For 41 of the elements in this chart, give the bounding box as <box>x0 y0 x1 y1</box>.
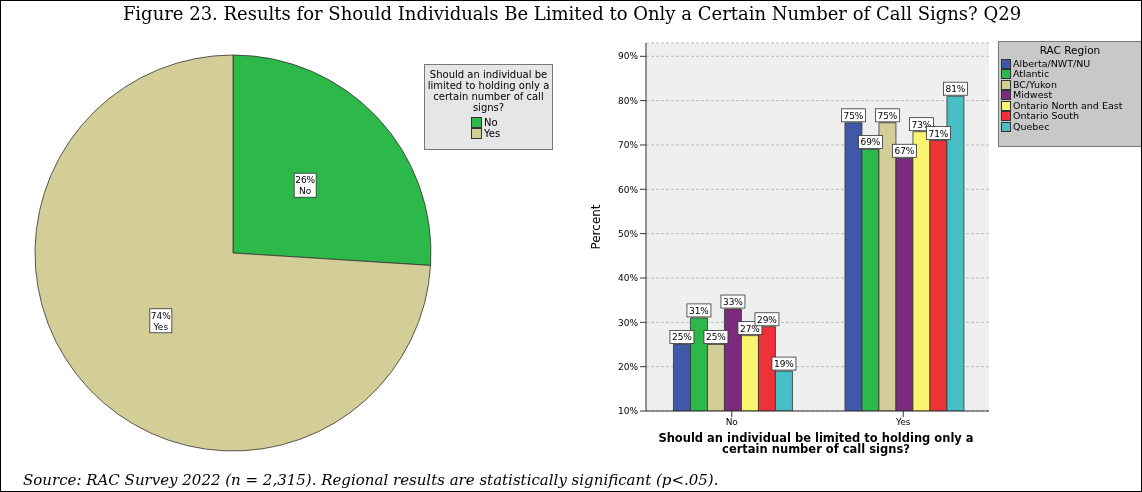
data-label: 29% <box>756 314 778 325</box>
slice-label: Yes <box>152 321 169 332</box>
y-tick-label: 20% <box>617 361 639 372</box>
legend-label: BC/Yukon <box>1013 78 1057 90</box>
data-label: 31% <box>688 305 710 316</box>
legend-label: Alberta/NWT/NU <box>1013 57 1091 69</box>
legend-title: RAC Region <box>1038 44 1102 56</box>
legend-label: Midwest <box>1013 89 1053 101</box>
legend-label: No <box>484 117 499 128</box>
y-axis-title: Percent <box>589 204 604 250</box>
source-note: Source: RAC Survey 2022 (n = 2,315). Regional results are statistically significant (p<.05). <box>23 471 719 489</box>
legend-label: Quebec <box>1013 120 1050 132</box>
legend-label: Atlantic <box>1013 68 1050 80</box>
data-label: 75% <box>877 110 898 121</box>
y-tick-label: 30% <box>617 317 639 328</box>
data-label: 25% <box>671 332 693 343</box>
data-label: 27% <box>739 323 761 334</box>
text: Figure 23. Results for Should Individuals Be Limited to Only a Certain Number of Call Signs? Q29 <box>121 3 1023 24</box>
legend-label: Ontario South <box>1013 110 1080 122</box>
y-tick-label: 50% <box>617 228 639 239</box>
x-axis-title: Should an individual be limited to holding only a certain number of call signs? <box>657 431 975 456</box>
data-label: 75% <box>843 110 864 121</box>
slice-label: No <box>299 186 312 197</box>
data-label: 25% <box>705 332 727 343</box>
data-label: 74% <box>150 310 172 321</box>
data-label: 71% <box>928 128 949 139</box>
y-tick-label: 90% <box>617 51 639 62</box>
y-tick-label: 40% <box>617 273 639 284</box>
y-tick-label: 80% <box>617 95 639 106</box>
data-label: 19% <box>773 359 795 370</box>
data-label: 26% <box>295 175 316 186</box>
data-label: 81% <box>945 84 966 95</box>
data-label: 33% <box>722 297 744 308</box>
data-label: 67% <box>894 146 915 157</box>
y-tick-label: 10% <box>617 406 639 417</box>
y-tick-label: 60% <box>617 184 639 195</box>
y-tick-label: 70% <box>617 140 639 151</box>
data-label: 69% <box>860 137 881 148</box>
legend-label: Yes <box>484 128 502 139</box>
legend-label: Ontario North and East <box>1013 99 1123 111</box>
legend-title: Should an individual be limited to holding only a certain number of call signs? <box>427 69 550 113</box>
